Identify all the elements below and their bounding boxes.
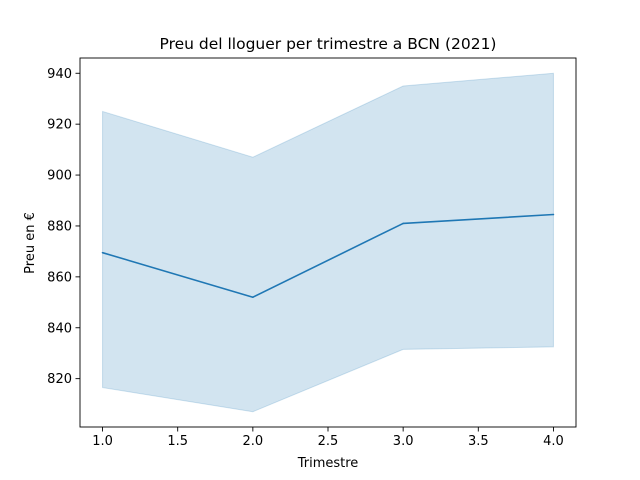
data-point: [552, 213, 555, 216]
y-tick-label: 820: [47, 372, 72, 387]
y-tick-label: 900: [47, 169, 72, 184]
data-point: [402, 222, 404, 225]
y-axis-label: Preu en €: [23, 212, 38, 274]
x-tick-label: 2.5: [318, 434, 339, 449]
confidence-band: [102, 72, 554, 413]
y-tick-label: 920: [47, 118, 72, 133]
series-line: [102, 213, 554, 299]
y-tick-label: 940: [47, 67, 72, 82]
x-axis-label: Trimestre: [297, 456, 359, 471]
data-point: [252, 296, 254, 299]
x-tick-label: 3.5: [468, 434, 489, 449]
x-tick-label: 2.0: [243, 434, 264, 449]
x-tick-label: 3.0: [393, 434, 414, 449]
x-tick-label: 4.0: [543, 434, 564, 449]
chart-title: Preu del lloguer per trimestre a BCN (20…: [160, 35, 497, 53]
x-tick-label: 1.5: [167, 434, 188, 449]
y-tick-label: 880: [47, 219, 72, 234]
y-tick-label: 840: [47, 321, 72, 336]
y-tick-label: 860: [47, 270, 72, 285]
plot-area: 1.0 1.5 2.0 2.5 3.0 3.5 4.0 820 840 860 880 900 920 9…: [47, 57, 577, 449]
data-point: [101, 251, 104, 254]
x-tick-label: 1.0: [92, 434, 113, 449]
